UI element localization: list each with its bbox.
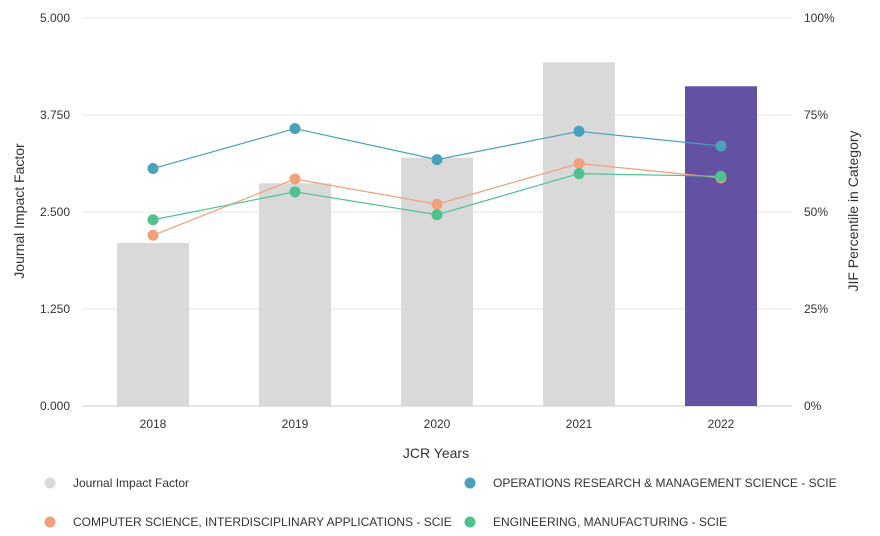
left-axis-tick-label: 5.000 — [40, 11, 70, 25]
legend-label: COMPUTER SCIENCE, INTERDISCIPLINARY APPL… — [73, 515, 452, 529]
bar-2021 — [543, 62, 615, 407]
left-axis-tick-label: 3.750 — [40, 108, 70, 122]
series-point-1 — [431, 198, 443, 210]
series-point-1 — [289, 173, 301, 185]
bar-2020 — [401, 157, 473, 406]
legend-marker — [44, 516, 56, 528]
series-point-0 — [431, 154, 443, 166]
x-axis-tick-label: 2020 — [424, 417, 451, 431]
legend-marker — [44, 477, 56, 489]
legend-marker — [464, 516, 476, 528]
legend-label: OPERATIONS RESEARCH & MANAGEMENT SCIENCE… — [493, 476, 837, 490]
series-point-2 — [715, 170, 727, 182]
series-point-1 — [573, 158, 585, 169]
right-axis-title: JIF Percentile in Category — [845, 130, 861, 291]
bar-2018 — [117, 243, 189, 406]
series-point-2 — [431, 209, 443, 221]
legend-marker — [464, 477, 476, 489]
series-point-2 — [147, 214, 159, 226]
series-point-0 — [147, 163, 159, 175]
right-axis-tick-label: 100% — [804, 11, 835, 25]
x-axis-tick-label: 2018 — [140, 417, 167, 431]
left-axis-title: Journal Impact Factor — [11, 143, 27, 279]
series-point-2 — [289, 186, 301, 198]
left-axis-tick-label: 2.500 — [40, 205, 70, 219]
right-axis-tick-label: 50% — [804, 205, 828, 219]
right-axis-ticks: 0% 25% 50% 75% 100% — [804, 11, 835, 413]
left-axis-ticks: 0.000 1.250 2.500 3.750 5.000 — [40, 11, 70, 413]
bar-2022 — [685, 86, 757, 407]
series-point-0 — [715, 140, 727, 152]
x-axis-title: JCR Years — [403, 445, 469, 461]
x-axis-tick-label: 2022 — [708, 417, 735, 431]
bars — [117, 62, 757, 407]
right-axis-tick-label: 75% — [804, 108, 828, 122]
x-axis-ticks: 2018 2019 2020 2021 2022 — [140, 417, 735, 431]
right-axis-tick-label: 0% — [804, 399, 822, 413]
series-point-2 — [573, 168, 585, 180]
left-axis-tick-label: 0.000 — [40, 399, 70, 413]
right-axis-tick-label: 25% — [804, 302, 828, 316]
series-point-1 — [147, 229, 159, 241]
legend-label: Journal Impact Factor — [73, 476, 189, 490]
legend: Journal Impact Factor OPERATIONS RESEARCH… — [44, 476, 837, 529]
series-point-0 — [573, 125, 585, 137]
series-point-0 — [289, 123, 301, 135]
series-points — [147, 123, 727, 241]
left-axis-tick-label: 1.250 — [40, 302, 70, 316]
bar-2019 — [259, 183, 331, 406]
legend-label: ENGINEERING, MANUFACTURING - SCIE — [493, 515, 727, 529]
x-axis-tick-label: 2019 — [282, 417, 309, 431]
x-axis-tick-label: 2021 — [566, 417, 593, 431]
